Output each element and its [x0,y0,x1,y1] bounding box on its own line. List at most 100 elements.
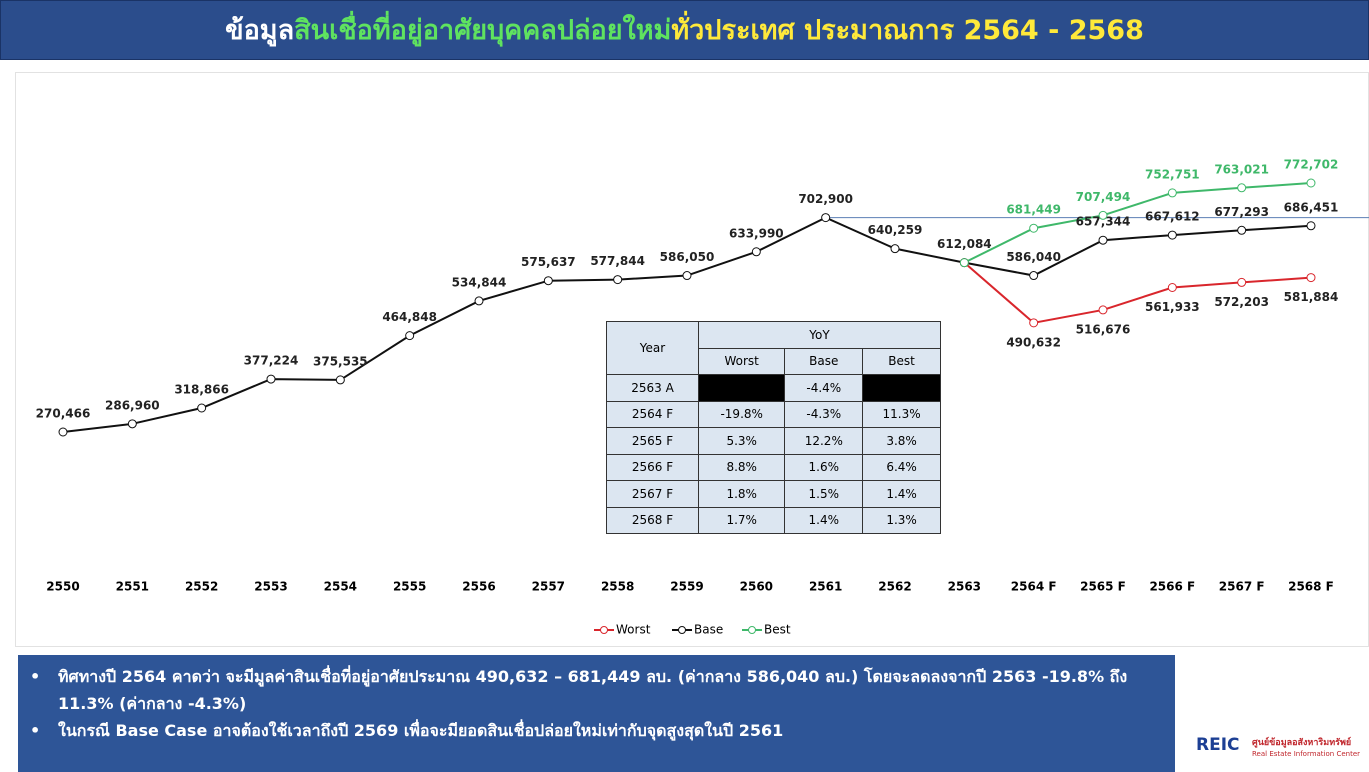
marker [474,296,484,306]
data-label: 270,466 [36,407,91,421]
x-tick-label: 2567 F [1219,580,1265,594]
table-header: YoY [698,321,941,349]
data-label: 612,084 [937,237,992,251]
legend-marker [748,626,756,634]
x-tick-label: 2564 F [1011,580,1057,594]
table-row: 2563 A -4.4% [606,374,941,402]
data-label: 640,259 [868,223,923,237]
data-label: 681,449 [1006,203,1061,217]
data-label: 707,494 [1076,190,1131,204]
table-cell: -4.3% [784,400,864,428]
legend-label: Best [764,623,791,637]
table-cell: 2563 A [606,374,699,402]
data-label: 581,884 [1284,290,1339,304]
table-header: Worst [697,347,786,375]
marker [682,271,692,281]
table-cell: 1.4% [862,480,941,508]
title-part: สินเชื่อที่อยู่อาศัยบุคคลปล่อยใหม่ [294,15,672,46]
table-cell: 1.8% [697,480,786,508]
marker [1098,235,1108,245]
table-cell: -4.4% [784,374,864,402]
x-tick-label: 2560 [740,580,773,594]
series-line [963,261,1312,324]
legend-label: Base [694,623,723,637]
marker [1029,318,1039,328]
table-cell: 2566 F [606,453,699,481]
data-label: 575,637 [521,255,576,269]
marker [1167,230,1177,240]
yoy-table: Year YoY Worst Base Best 2563 A -4.4% 2564 F -19… [606,321,941,534]
data-label: 677,293 [1214,205,1269,219]
table-row: 2564 F -19.8% -4.3% 11.3% [606,400,941,428]
data-label: 702,900 [798,192,853,206]
bullets: ทิศทางปี 2564 คาดว่า จะมีมูลค่าสินเชื่อท… [18,655,1175,772]
marker [266,374,276,384]
data-label: 686,451 [1284,200,1339,214]
table-cell: 5.3% [697,427,786,455]
x-tick-label: 2554 [324,580,357,594]
marker [1306,178,1316,188]
table-cell-black [862,374,941,402]
marker [1306,273,1316,283]
marker [58,427,68,437]
title-part: ทั่วประเทศ ประมาณการ 2564 - 2568 [671,15,1144,46]
table-cell: 11.3% [862,400,941,428]
table-row: 2567 F 1.8% 1.5% 1.4% [606,480,941,508]
data-label: 577,844 [590,254,645,268]
x-tick-label: 2550 [46,580,79,594]
marker [127,419,137,429]
marker [335,375,345,385]
table-cell: 1.7% [697,506,786,534]
title-part: ข้อมูล [225,15,295,46]
x-tick-label: 2565 F [1080,580,1126,594]
x-tick-label: 2551 [116,580,149,594]
table-header: Base [784,347,864,375]
data-label: 633,990 [729,226,784,240]
data-label: 318,866 [174,383,229,397]
data-label: 586,040 [1006,250,1061,264]
table-cell: 2564 F [606,400,699,428]
x-tick-label: 2561 [809,580,842,594]
x-tick-label: 2552 [185,580,218,594]
marker [1306,221,1316,231]
table-cell: 8.8% [697,453,786,481]
table-header: Best [862,347,941,375]
table-row: Year YoY [606,321,941,375]
table-cell: 12.2% [784,427,864,455]
table-cell: 2568 F [606,506,699,534]
marker [1098,210,1108,220]
table-row: 2568 F 1.7% 1.4% 1.3% [606,506,941,534]
data-label: 752,751 [1145,167,1200,181]
legend-label: Worst [616,623,651,637]
data-label: 667,612 [1145,210,1200,224]
table-cell-black [697,374,786,402]
table-row: 2566 F 8.8% 1.6% 6.4% [606,453,941,481]
data-label: 572,203 [1214,295,1269,309]
data-label: 516,676 [1076,322,1131,336]
data-label: 464,848 [382,310,437,324]
data-label: 657,344 [1076,215,1131,229]
marker [1098,305,1108,315]
data-label: 490,632 [1006,335,1061,349]
legend-marker [600,626,608,634]
marker [405,331,415,341]
bullet: ทิศทางปี 2564 คาดว่า จะมีมูลค่าสินเชื่อท… [30,663,1161,717]
table-cell: 3.8% [862,427,941,455]
table-cell: 1.4% [784,506,864,534]
marker [197,403,207,413]
logo-mark: REIC [1196,735,1240,755]
marker [1029,223,1039,233]
series-line [963,182,1312,264]
x-tick-label: 2557 [532,580,565,594]
table-cell: 2567 F [606,480,699,508]
header: ข้อมูลสินเชื่อที่อยู่อาศัยบุคคลปล่อยใหม่… [0,0,1369,60]
data-label: 534,844 [452,275,507,289]
x-tick-label: 2566 F [1149,580,1195,594]
x-tick-label: 2558 [601,580,634,594]
marker [1237,183,1247,193]
data-label: 377,224 [244,354,299,368]
table-cell: 1.5% [784,480,864,508]
table-cell: 1.3% [862,506,941,534]
x-tick-label: 2562 [878,580,911,594]
